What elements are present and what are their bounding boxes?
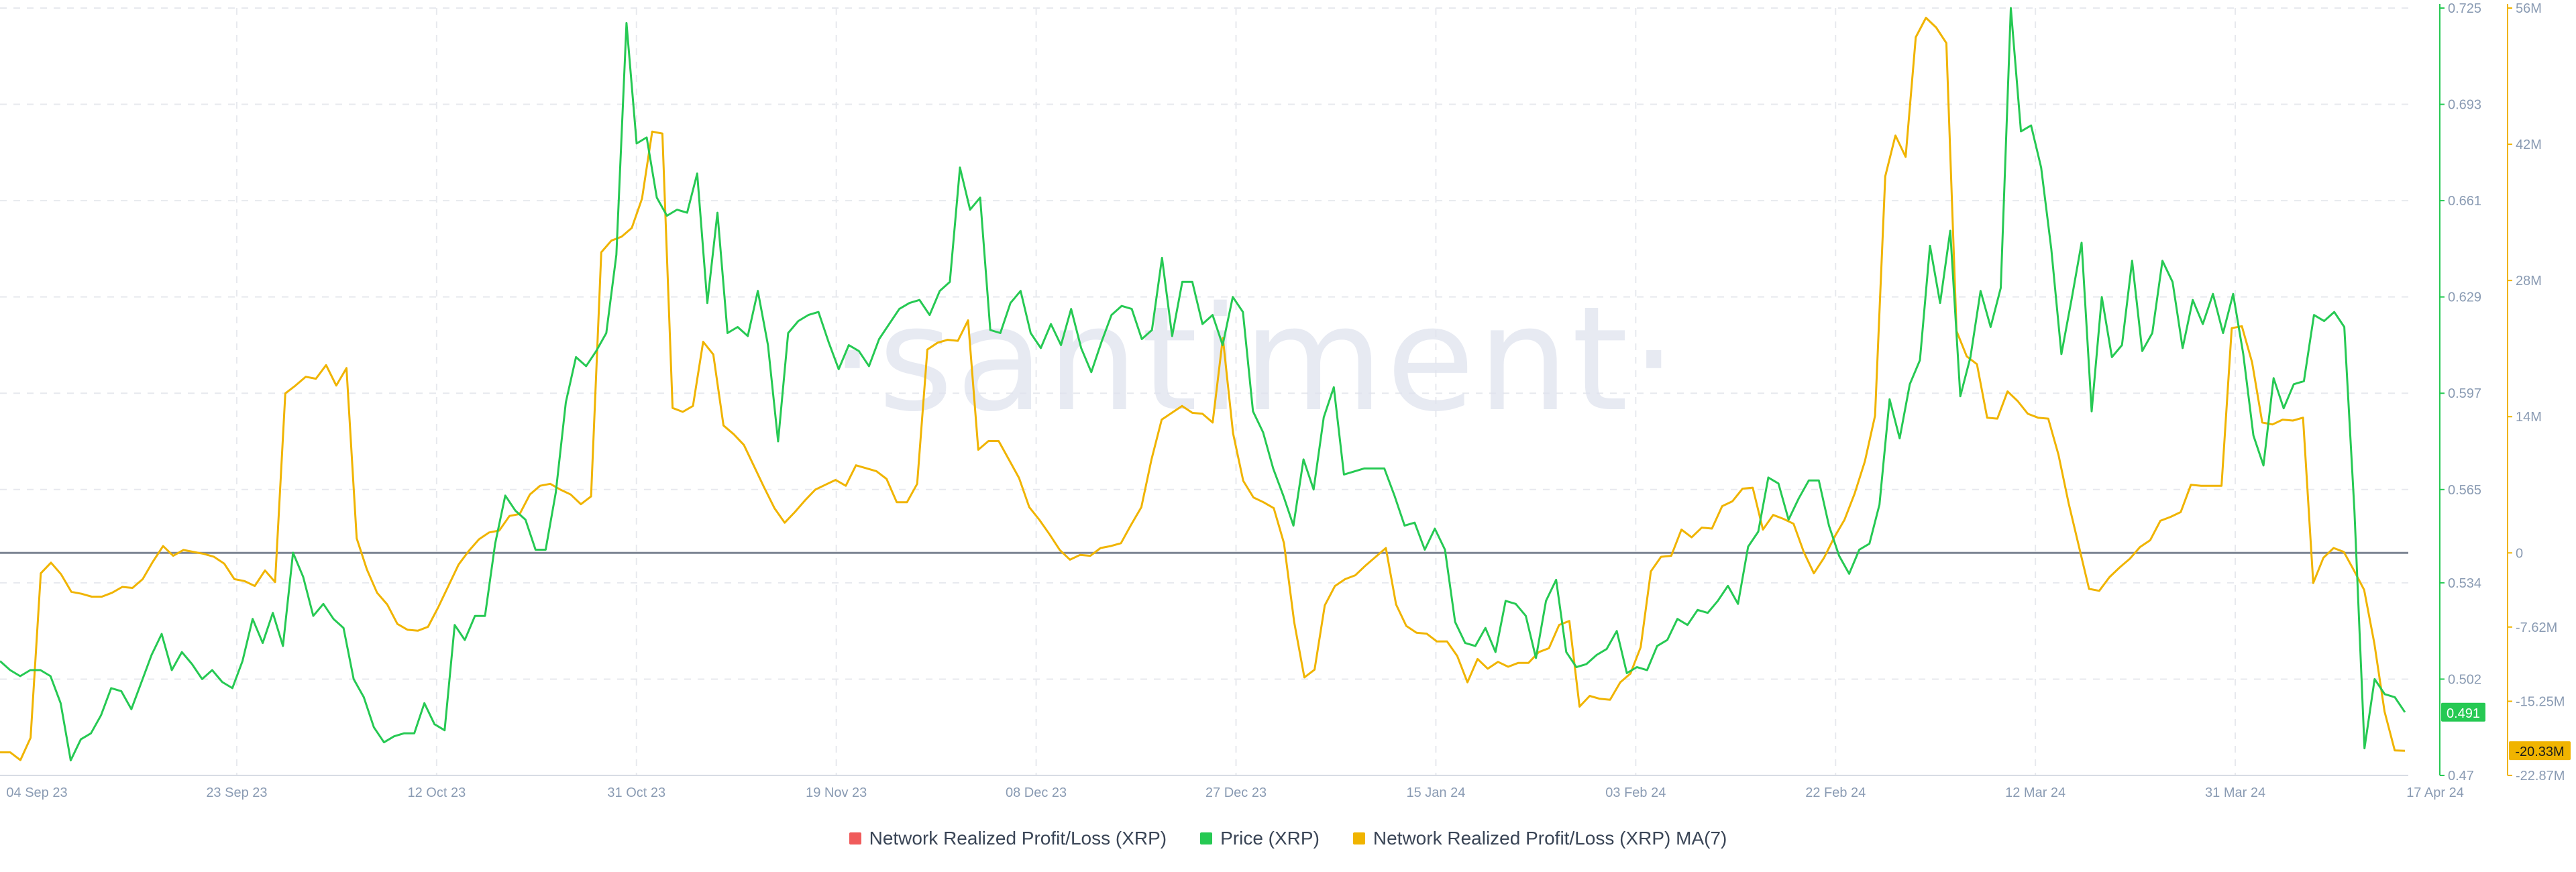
pnl-tick-label: -22.87M: [2516, 769, 2565, 783]
series-layer: [0, 7, 2406, 762]
price-tick-label: 0.693: [2448, 98, 2481, 113]
pnl-tick-label: 42M: [2516, 138, 2542, 152]
x-tick-label: 19 Nov 23: [806, 785, 867, 800]
x-tick-label: 17 Apr 24: [2406, 785, 2464, 800]
x-tick-label: 12 Mar 24: [2005, 785, 2065, 800]
legend-item-price[interactable]: Price (XRP): [1200, 828, 1320, 849]
pnl-current-label: -20.33M: [2515, 745, 2564, 759]
price-tick-label: 0.629: [2448, 290, 2481, 305]
price-tick-label: 0.597: [2448, 386, 2481, 401]
chart-legend: Network Realized Profit/Loss (XRP) Price…: [0, 825, 2576, 852]
x-tick-label: 23 Sep 23: [206, 785, 267, 800]
x-tick-label: 12 Oct 23: [407, 785, 466, 800]
legend-swatch-realized-pnl-ma7: [1352, 832, 1365, 844]
series-line-price: [0, 7, 2406, 762]
legend-swatch-realized-pnl: [849, 832, 861, 844]
legend-item-realized-pnl[interactable]: Network Realized Profit/Loss (XRP): [849, 828, 1167, 849]
x-tick-label: 15 Jan 24: [1406, 785, 1465, 800]
x-tick-label: 31 Oct 23: [607, 785, 665, 800]
price-current-badge: [2441, 702, 2485, 722]
pnl-tick-label: 0: [2516, 546, 2523, 561]
legend-label-realized-pnl-ma7: Network Realized Profit/Loss (XRP) MA(7): [1373, 828, 1727, 849]
price-tick-label: 0.47: [2448, 769, 2474, 783]
x-tick-label: 04 Sep 23: [6, 785, 67, 800]
x-tick-label: 08 Dec 23: [1006, 785, 1067, 800]
x-tick-label: 27 Dec 23: [1205, 785, 1267, 800]
price-current-label: 0.491: [2447, 706, 2480, 721]
series-line-realized-pnl-ma7: [0, 17, 2406, 761]
legend-label-realized-pnl: Network Realized Profit/Loss (XRP): [869, 828, 1167, 849]
pnl-current-badge: [2509, 741, 2571, 761]
x-tick-label: 22 Feb 24: [1805, 785, 1866, 800]
pnl-tick-label: 28M: [2516, 274, 2542, 288]
axis-layer: 0.725 0.693 0.661 0.629 0.597 0.565 0.534 0.502…: [0, 1, 2571, 800]
x-tick-label: 31 Mar 24: [2205, 785, 2265, 800]
price-tick-label: 0.502: [2448, 672, 2481, 687]
price-tick-label: 0.725: [2448, 1, 2481, 16]
legend-item-realized-pnl-ma7[interactable]: Network Realized Profit/Loss (XRP) MA(7): [1352, 828, 1727, 849]
pnl-tick-label: -15.25M: [2516, 694, 2565, 709]
pnl-tick-label: 14M: [2516, 410, 2542, 425]
watermark: ·santiment·: [829, 275, 1679, 443]
price-tick-label: 0.565: [2448, 483, 2481, 498]
pnl-tick-label: 56M: [2516, 1, 2542, 16]
legend-swatch-price: [1200, 832, 1213, 844]
pnl-tick-label: -7.62M: [2516, 620, 2557, 635]
x-tick-label: 03 Feb 24: [1605, 785, 1666, 800]
price-tick-label: 0.534: [2448, 576, 2481, 591]
price-tick-label: 0.661: [2448, 194, 2481, 209]
legend-label-price: Price (XRP): [1220, 828, 1320, 849]
